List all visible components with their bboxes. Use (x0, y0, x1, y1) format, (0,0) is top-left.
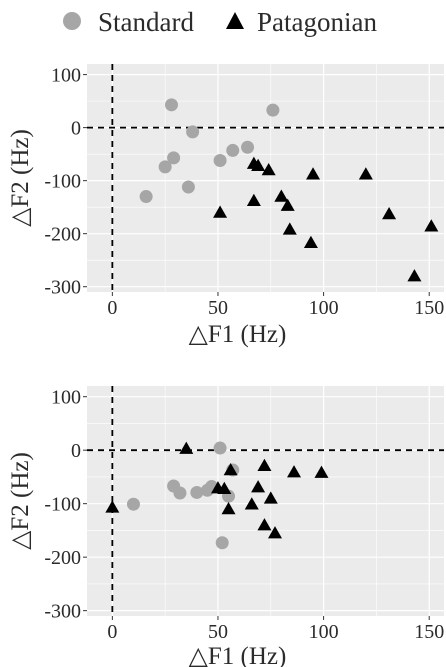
y-tick-label: -100 (44, 171, 81, 193)
x-tick-label: 0 (107, 297, 117, 319)
y-axis-title: △F2 (Hz) (7, 129, 34, 227)
point-patagonian (424, 219, 439, 232)
point-patagonian (251, 480, 266, 493)
point-patagonian (213, 205, 228, 218)
point-patagonian (303, 235, 318, 248)
point-standard (190, 485, 204, 499)
point-patagonian (268, 526, 283, 539)
point-standard (213, 441, 227, 455)
point-standard (164, 98, 178, 112)
point-patagonian (257, 458, 272, 471)
point-patagonian (263, 491, 278, 504)
x-axis-title: △F1 (Hz) (189, 643, 287, 667)
point-patagonian (382, 207, 397, 220)
point-patagonian (274, 189, 289, 202)
legend-patagonian-label: Patagonian (257, 7, 377, 37)
point-patagonian (261, 163, 276, 176)
point-standard (241, 140, 255, 154)
point-patagonian (251, 158, 266, 172)
point-standard (139, 190, 153, 204)
point-standard (215, 536, 229, 550)
y-tick-label: 100 (51, 65, 81, 87)
point-standard (213, 154, 227, 168)
point-patagonian (306, 167, 321, 180)
point-patagonian (105, 500, 120, 513)
x-tick-label: 50 (208, 621, 228, 643)
x-axis-title: △F1 (Hz) (189, 321, 287, 348)
y-tick-label: -300 (44, 277, 81, 299)
y-tick-label: -200 (44, 547, 81, 569)
point-patagonian (223, 462, 238, 476)
point-patagonian (257, 518, 272, 531)
x-tick-label: 0 (107, 621, 117, 643)
point-patagonian (221, 502, 236, 515)
point-standard (167, 151, 181, 165)
point-standard (126, 497, 140, 511)
x-tick-label: 150 (414, 621, 444, 643)
point-patagonian (217, 481, 232, 494)
point-standard (158, 160, 172, 174)
point-patagonian (280, 198, 295, 211)
scatter-panel-bottom: 0 50 100 150 100 0 -100 -200 -300 △F1 (Hz) △F2 (Hz… (7, 386, 444, 667)
y-axis-title: △F2 (Hz) (7, 452, 34, 550)
point-standard (226, 143, 240, 157)
point-standard (181, 180, 195, 194)
point-patagonian (314, 465, 329, 478)
x-tick-label: 100 (309, 621, 339, 643)
plot-background (87, 64, 444, 292)
x-tick-label: 50 (208, 297, 228, 319)
point-patagonian (246, 193, 261, 207)
point-patagonian (244, 497, 259, 510)
y-tick-label: 100 (51, 387, 81, 409)
x-tick-label: 100 (309, 297, 339, 319)
y-tick-label: -300 (44, 601, 81, 623)
point-patagonian (282, 222, 297, 235)
point-patagonian (287, 465, 302, 478)
legend-standard-label: Standard (98, 7, 194, 37)
legend: Standard Patagonian (63, 7, 377, 37)
legend-standard-marker (63, 12, 81, 30)
point-standard (186, 125, 200, 139)
legend-patagonian-marker (226, 12, 244, 29)
y-tick-label: -100 (44, 494, 81, 516)
y-tick-label: 0 (71, 440, 81, 462)
point-standard (173, 486, 187, 500)
x-tick-label: 150 (414, 297, 444, 319)
point-patagonian (407, 269, 422, 282)
y-tick-label: -200 (44, 224, 81, 246)
point-patagonian (179, 441, 194, 454)
point-standard (266, 103, 280, 117)
scatter-panel-top: 0 50 100 150 100 0 -100 -200 -300 △F1 (Hz) △F2 (Hz… (7, 64, 444, 348)
y-tick-label: 0 (71, 118, 81, 140)
point-patagonian (358, 167, 373, 180)
